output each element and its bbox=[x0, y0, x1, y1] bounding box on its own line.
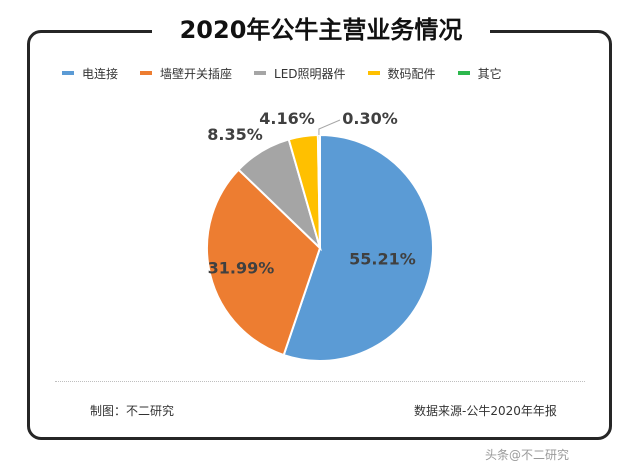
legend-swatch bbox=[254, 71, 267, 75]
legend-item: 电连接 bbox=[62, 65, 118, 82]
pie-slice bbox=[282, 133, 434, 362]
legend-label: 其它 bbox=[477, 66, 502, 81]
chart-credit: 制图：不二研究 bbox=[90, 404, 175, 418]
data-label: 55.21% bbox=[349, 249, 416, 268]
legend-swatch bbox=[62, 71, 74, 75]
data-label: 31.99% bbox=[208, 258, 275, 277]
data-source: 数据来源-公牛2020年年报 bbox=[414, 404, 557, 418]
chart-title: 2020年公牛主营业务情况 bbox=[152, 10, 490, 50]
legend-label: 墙壁开关插座 bbox=[160, 66, 233, 81]
data-label: 0.30% bbox=[342, 109, 398, 128]
data-label: 4.16% bbox=[259, 109, 315, 128]
data-label: 8.35% bbox=[207, 125, 263, 144]
legend-label: LED照明器件 bbox=[274, 66, 346, 81]
legend-swatch bbox=[457, 71, 470, 75]
legend-label: 数码配件 bbox=[387, 66, 436, 81]
legend-label: 电连接 bbox=[82, 66, 119, 81]
legend-swatch bbox=[140, 71, 153, 75]
legend-item: LED照明器件 bbox=[254, 65, 346, 82]
legend: 电连接 墙壁开关插座 LED照明器件 数码配件 其它 bbox=[62, 64, 502, 82]
pie-slice bbox=[206, 168, 322, 357]
legend-item: 墙壁开关插座 bbox=[140, 65, 232, 82]
watermark: 头条@不二研究 bbox=[485, 448, 570, 462]
legend-swatch bbox=[367, 71, 380, 75]
legend-item: 数码配件 bbox=[367, 65, 436, 82]
leader-line bbox=[318, 119, 341, 136]
footer-divider bbox=[55, 381, 585, 382]
legend-item: 其它 bbox=[457, 65, 502, 82]
